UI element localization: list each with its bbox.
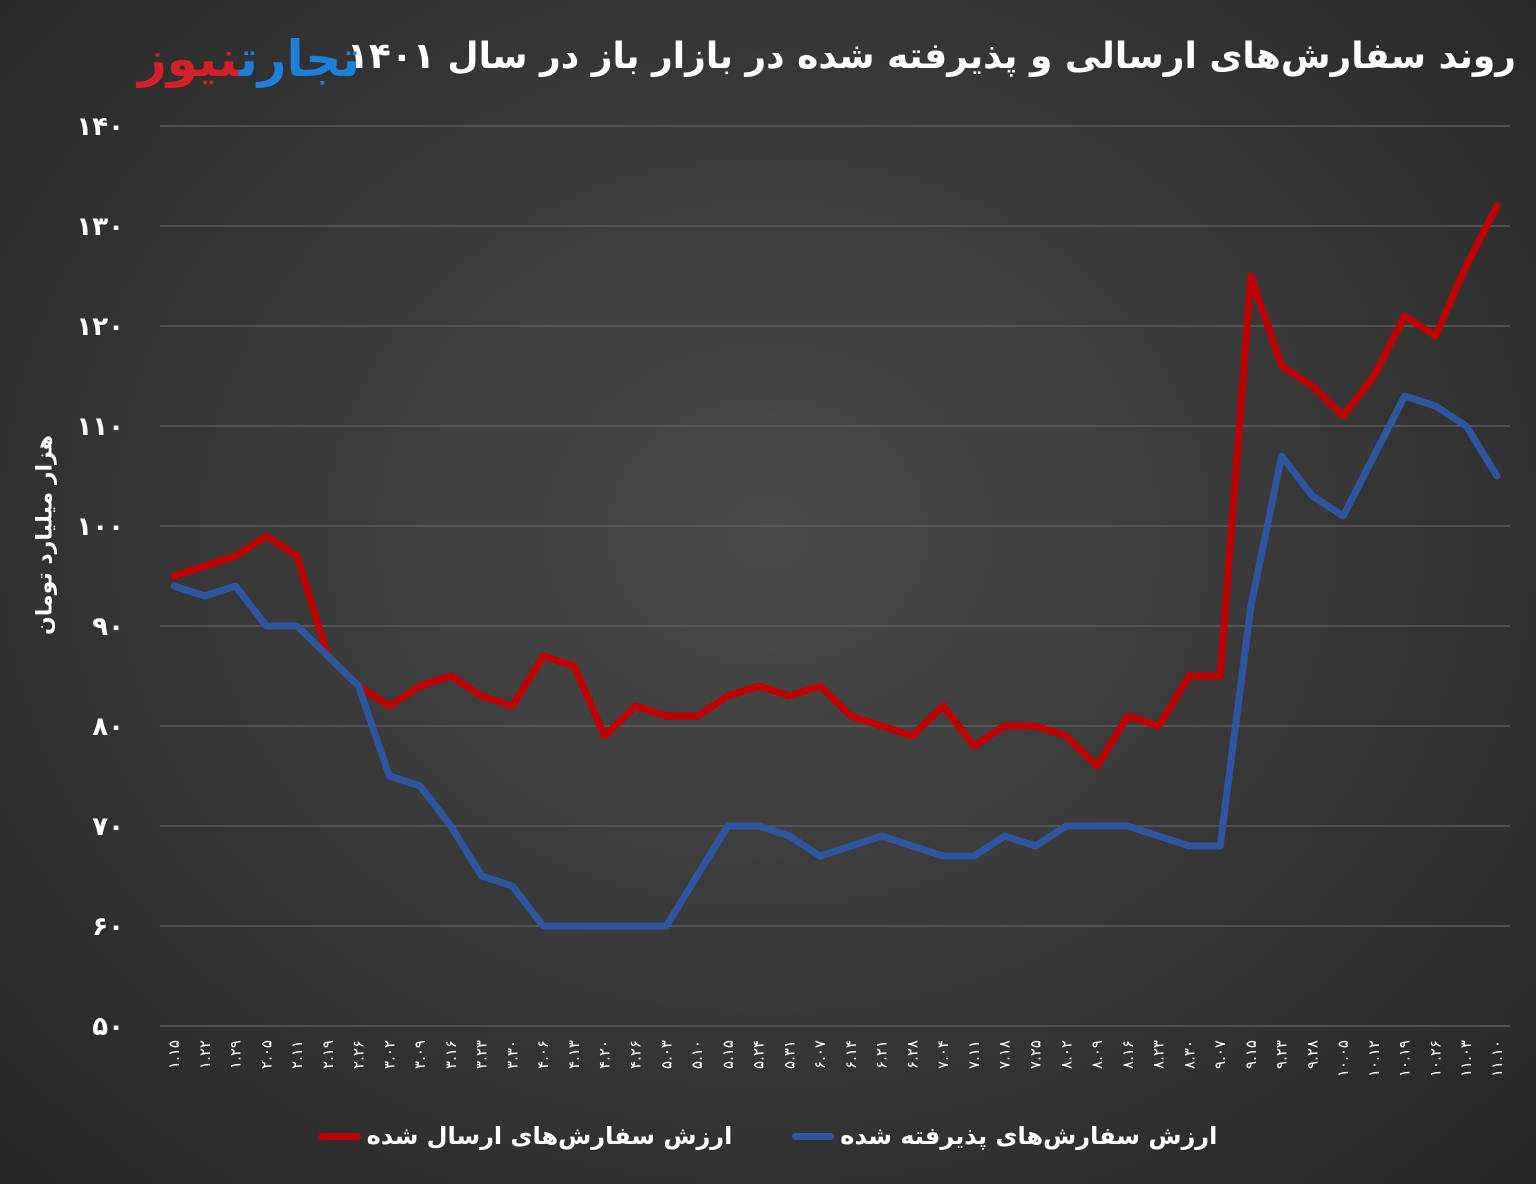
x-tick-label: ۵.۲۴ [750, 1040, 768, 1069]
x-tick-label: ۹.۲۸ [1303, 1040, 1321, 1069]
x-tick-label: ۵.۱۰ [688, 1040, 706, 1069]
x-tick-label: ۳.۳۰ [503, 1040, 521, 1069]
legend: ارزش سفارش‌های پذیرفته شده ارزش سفارش‌ها… [0, 1122, 1536, 1150]
x-tick-label: ۸.۰۹ [1088, 1040, 1106, 1069]
y-tick-label: ۱۱۰ [76, 412, 124, 442]
legend-swatch-accepted [792, 1132, 835, 1140]
x-tick-label: ۳.۱۶ [442, 1040, 460, 1069]
logo-part-b: نیوز [138, 30, 241, 88]
x-tick-label: ۷.۱۱ [965, 1040, 983, 1069]
series-line-accepted [170, 392, 1501, 930]
x-tick-label: ۱۰.۰۵ [1334, 1040, 1352, 1077]
y-tick-label: ۸۰ [92, 712, 124, 742]
y-tick-label: ۵۰ [92, 1012, 124, 1042]
y-tick-label: ۹۰ [92, 612, 124, 642]
x-tick-label: ۸.۱۶ [1119, 1040, 1137, 1069]
x-tick-label: ۱.۲۲ [196, 1040, 214, 1069]
y-tick-label: ۶۰ [92, 912, 124, 942]
x-tick-label: ۶.۲۱ [873, 1040, 891, 1069]
x-tick-label: ۴.۰۶ [534, 1040, 552, 1069]
y-tick-label: ۱۰۰ [76, 512, 124, 542]
x-tick-label: ۳.۰۲ [380, 1040, 398, 1069]
x-tick-label: ۱۱.۱۰ [1488, 1040, 1506, 1077]
legend-swatch-sent [318, 1132, 361, 1140]
x-tick-label: ۸.۰۲ [1057, 1040, 1075, 1069]
x-tick-label: ۳.۰۹ [411, 1040, 429, 1069]
x-tick-label: ۲.۰۵ [257, 1040, 275, 1069]
x-tick-label: ۷.۲۵ [1026, 1040, 1044, 1069]
chart-title: روند سفارش‌های ارسالی و پذیرفته شده در ب… [346, 36, 1516, 77]
y-tick-label: ۱۳۰ [76, 212, 124, 242]
y-axis-ticks: ۵۰ ۶۰ ۷۰ ۸۰ ۹۰ ۱۰۰ ۱۱۰ ۱۲۰ ۱۳۰ ۱۴۰ [76, 112, 124, 1042]
x-tick-label: ۹.۰۷ [1211, 1040, 1229, 1069]
x-tick-label: ۹.۲۳ [1273, 1040, 1291, 1069]
x-tick-label: ۳.۲۳ [473, 1040, 491, 1069]
series-lines [170, 202, 1501, 930]
logo-part-a: تجارت [238, 30, 362, 88]
legend-label-accepted: ارزش سفارش‌های پذیرفته شده [840, 1122, 1218, 1150]
y-tick-label: ۱۴۰ [76, 112, 124, 142]
x-tick-label: ۵.۰۳ [657, 1040, 675, 1069]
x-tick-label: ۴.۲۶ [627, 1040, 645, 1069]
x-tick-label: ۴.۲۰ [596, 1040, 614, 1069]
y-tick-label: ۱۲۰ [76, 312, 124, 342]
legend-item-sent: ارزش سفارش‌های ارسال شده [318, 1122, 733, 1150]
x-tick-label: ۵.۳۱ [780, 1040, 798, 1069]
x-tick-label: ۱۰.۱۲ [1365, 1040, 1383, 1077]
x-tick-label: ۱۰.۱۹ [1396, 1040, 1414, 1077]
y-tick-label: ۷۰ [92, 812, 124, 842]
x-tick-label: ۱.۱۵ [165, 1040, 183, 1069]
x-tick-label: ۶.۰۷ [811, 1040, 829, 1069]
x-tick-label: ۶.۲۸ [903, 1040, 921, 1069]
x-tick-label: ۹.۱۵ [1242, 1040, 1260, 1069]
x-tick-label: ۱۰.۲۶ [1426, 1040, 1444, 1077]
x-axis-ticks: ۱.۱۵ ۱.۲۲ ۱.۲۹ ۲.۰۵ ۲.۱۱ ۲.۱۹ ۲.۲۶ ۳.۰۲ ۳.۰۹ ۳.۱۶… [165, 1040, 1506, 1077]
x-tick-label: ۲.۱۹ [319, 1040, 337, 1069]
legend-label-sent: ارزش سفارش‌های ارسال شده [366, 1122, 733, 1150]
x-tick-label: ۸.۳۰ [1180, 1040, 1198, 1069]
series-line-sent [170, 202, 1501, 770]
x-tick-label: ۲.۲۶ [350, 1040, 368, 1069]
x-tick-label: ۶.۱۴ [842, 1040, 860, 1069]
x-tick-label: ۸.۲۳ [1150, 1040, 1168, 1069]
legend-item-accepted: ارزش سفارش‌های پذیرفته شده [792, 1122, 1217, 1150]
x-tick-label: ۷.۱۸ [996, 1040, 1014, 1069]
x-tick-label: ۷.۰۴ [934, 1040, 952, 1069]
x-tick-label: ۵.۱۵ [719, 1040, 737, 1069]
x-tick-label: ۴.۱۳ [565, 1040, 583, 1069]
brand-logo: تجارتنیوز [138, 30, 362, 88]
x-tick-label: ۱.۲۹ [227, 1040, 245, 1069]
y-axis-label: هزار میلیارد تومان [32, 435, 58, 635]
grid-lines [160, 125, 1510, 1027]
x-tick-label: ۱۱.۰۳ [1457, 1040, 1475, 1077]
x-tick-label: ۲.۱۱ [288, 1040, 306, 1069]
